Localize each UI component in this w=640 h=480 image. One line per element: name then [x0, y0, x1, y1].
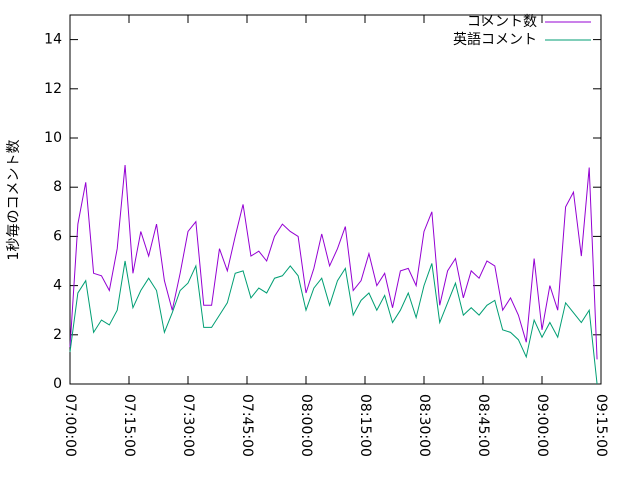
x-tick-label: 09:15:00: [593, 394, 609, 457]
x-tick-label: 08:30:00: [416, 394, 432, 457]
y-axis-label: 1秒毎のコメント数: [6, 140, 22, 261]
y-tick-label: 6: [53, 228, 62, 244]
y-tick-label: 8: [53, 179, 62, 195]
y-tick-label: 14: [44, 32, 62, 48]
plot-border: [69, 14, 602, 385]
legend-label: コメント数: [467, 14, 537, 30]
y-tick-label: 10: [44, 130, 62, 146]
x-tick-label: 09:00:00: [534, 394, 550, 457]
y-tick-label: 4: [53, 278, 62, 294]
y-tick-label: 2: [53, 327, 62, 343]
y-tick-label: 12: [44, 81, 62, 97]
x-tick-label: 08:15:00: [357, 394, 373, 457]
legend-label: 英語コメント: [453, 31, 537, 48]
x-tick-label: 07:15:00: [121, 394, 137, 457]
series-line: [69, 165, 598, 360]
x-tick-label: 07:00:00: [62, 394, 78, 457]
x-tick-label: 07:30:00: [180, 394, 196, 457]
series-line: [69, 260, 598, 385]
x-tick-label: 08:45:00: [475, 394, 491, 457]
x-tick-label: 08:00:00: [298, 394, 314, 457]
y-tick-label: 0: [53, 376, 62, 392]
x-tick-label: 07:45:00: [239, 394, 255, 457]
